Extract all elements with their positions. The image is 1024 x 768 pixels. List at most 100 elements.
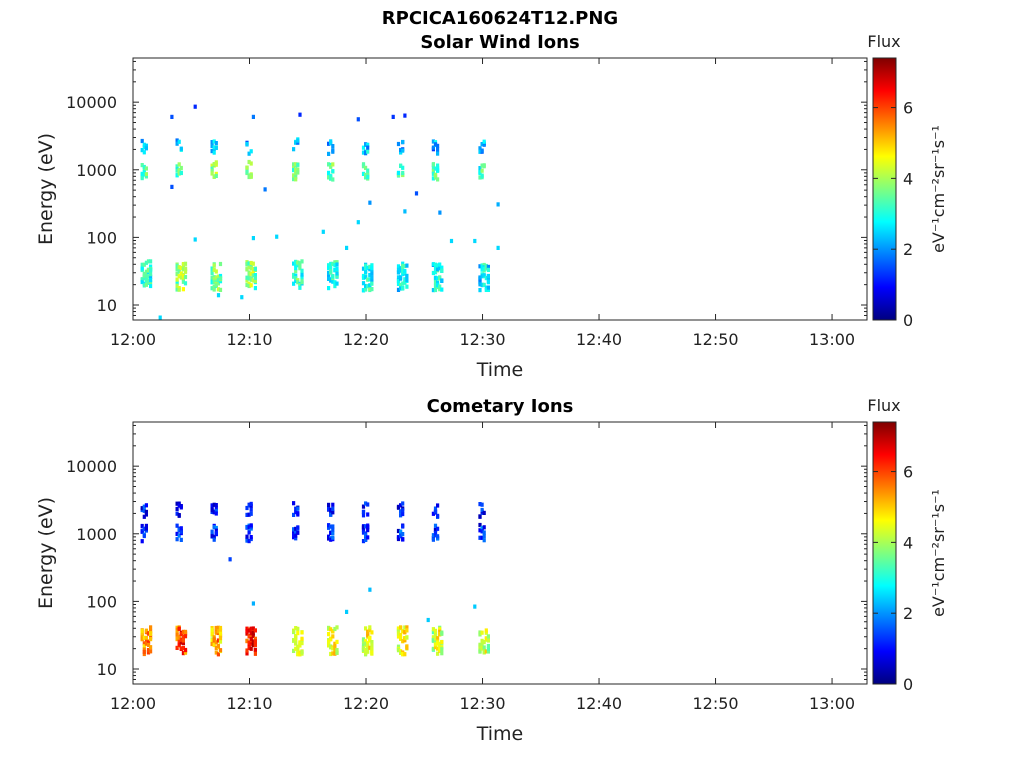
flux-cell xyxy=(478,146,482,151)
flux-cell xyxy=(296,140,300,145)
flux-cell xyxy=(480,502,484,507)
flux-cell xyxy=(210,280,214,285)
flux-cell xyxy=(361,281,366,286)
flux-cell xyxy=(210,163,214,168)
flux-cell xyxy=(436,267,440,272)
colorbar-units: eV⁻¹cm⁻²sr⁻¹s⁻¹ xyxy=(929,125,948,253)
flux-cell xyxy=(364,647,368,652)
flux-cell xyxy=(140,266,144,271)
flux-cell xyxy=(364,524,368,529)
flux-cell xyxy=(181,273,185,278)
flux-cell xyxy=(144,641,148,646)
flux-cell xyxy=(403,636,407,641)
figure-title: RPCICA160624T12.PNG xyxy=(382,8,618,29)
flux-cell xyxy=(438,629,442,634)
flux-cell xyxy=(298,282,302,288)
flux-cell xyxy=(247,270,251,275)
flux-cell xyxy=(247,174,251,180)
flux-cell xyxy=(366,512,370,517)
flux-cell xyxy=(253,273,257,278)
flux-cell xyxy=(370,640,374,645)
flux-cell xyxy=(368,264,372,269)
flux-cell xyxy=(370,263,374,268)
flux-cell xyxy=(245,170,249,175)
flux-cell xyxy=(345,609,349,614)
flux-cell xyxy=(431,630,435,635)
flux-cell xyxy=(364,537,368,542)
flux-cell xyxy=(335,650,339,655)
flux-cell xyxy=(175,287,179,292)
x-tick-label: 12:10 xyxy=(226,330,272,349)
flux-cell xyxy=(140,138,144,144)
flux-cell xyxy=(210,631,214,637)
colorbar: Flux 0 2 4 6 eV⁻¹cm⁻²sr⁻¹s⁻¹ xyxy=(867,32,948,330)
flux-cell xyxy=(329,265,333,270)
flux-cell xyxy=(396,648,401,653)
colorbar-title: Flux xyxy=(867,396,900,415)
flux-cell xyxy=(275,234,279,239)
flux-cell xyxy=(361,171,366,176)
flux-cell xyxy=(144,523,148,528)
flux-cell xyxy=(144,275,148,281)
flux-cell xyxy=(366,525,370,530)
colorbar-tick-label: 4 xyxy=(903,169,913,188)
flux-cell xyxy=(142,171,146,176)
flux-cell xyxy=(396,634,401,639)
flux-cell xyxy=(399,283,403,288)
flux-cell xyxy=(247,273,251,278)
flux-cell xyxy=(296,170,300,175)
flux-cell xyxy=(142,644,146,649)
flux-cell xyxy=(482,530,486,535)
flux-cell xyxy=(482,262,486,268)
flux-cell xyxy=(144,273,148,278)
flux-cell xyxy=(140,176,144,181)
flux-cell xyxy=(480,646,484,651)
flux-cell xyxy=(214,650,218,655)
flux-cell xyxy=(335,273,339,278)
flux-cell xyxy=(331,510,335,515)
flux-cell xyxy=(142,647,146,652)
flux-cell xyxy=(245,631,249,636)
flux-cell xyxy=(177,634,181,639)
panel-title: Cometary Ions xyxy=(427,396,574,417)
flux-cell xyxy=(480,641,484,646)
flux-cell xyxy=(294,536,298,541)
flux-cell xyxy=(177,638,181,643)
flux-cell xyxy=(175,629,179,635)
flux-cell xyxy=(298,643,302,648)
flux-cell xyxy=(433,527,438,533)
flux-cell xyxy=(140,277,144,282)
flux-cell xyxy=(436,636,440,641)
flux-cell xyxy=(214,280,218,285)
flux-cell xyxy=(218,636,223,641)
flux-cell xyxy=(300,630,304,635)
flux-cell xyxy=(245,648,249,653)
flux-cell xyxy=(361,637,366,642)
flux-cell xyxy=(329,507,333,512)
flux-cell xyxy=(296,506,300,511)
colorbar-tick-label: 2 xyxy=(903,240,913,259)
flux-cell xyxy=(436,280,440,285)
flux-cell xyxy=(361,643,366,648)
flux-cell xyxy=(329,277,333,282)
flux-cell xyxy=(431,145,435,150)
flux-cell xyxy=(333,284,337,289)
flux-cell xyxy=(433,631,438,636)
flux-cell xyxy=(181,651,185,656)
flux-cell xyxy=(177,513,181,518)
flux-cell xyxy=(296,645,300,650)
flux-cell xyxy=(292,177,296,182)
flux-cell xyxy=(478,264,482,269)
x-tick-label: 12:10 xyxy=(226,694,272,713)
flux-cell xyxy=(329,645,333,650)
colorbar-ticks: 0 2 4 6 xyxy=(873,463,913,694)
x-axis-label: Time xyxy=(476,359,524,381)
flux-cell xyxy=(296,652,300,657)
flux-cell xyxy=(368,267,372,272)
flux-cell xyxy=(175,523,179,528)
flux-cell xyxy=(356,117,360,122)
flux-cell xyxy=(142,514,146,519)
flux-cell xyxy=(247,261,251,266)
flux-cell xyxy=(181,638,185,643)
flux-cell xyxy=(399,513,403,518)
